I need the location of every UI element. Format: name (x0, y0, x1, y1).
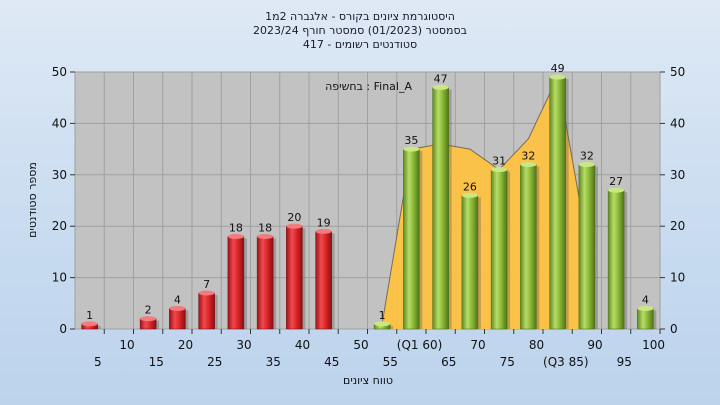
x-tick-label: 55 (383, 355, 398, 369)
data-label: 32 (580, 150, 594, 163)
y-axis-right: 0 10 20 30 40 50 (660, 65, 685, 336)
data-label: 4 (642, 293, 649, 306)
x-tick-label: 75 (500, 355, 515, 369)
x-tick-label: 90 (587, 338, 602, 352)
y-tick-label-left: 30 (52, 168, 67, 182)
bar-90 (578, 164, 596, 330)
x-tick-label: 100 (642, 338, 665, 352)
x-tick-label: 50 (353, 338, 368, 352)
data-label: 49 (551, 62, 565, 75)
title-line-3: סטודנטים רשומים - 417 (303, 38, 417, 51)
x-tick-label: 95 (617, 355, 632, 369)
x-axis-title: טווח ציונים (343, 374, 393, 387)
bar-cap (403, 146, 420, 152)
data-label: 32 (521, 150, 535, 163)
bar-(Q3 85) (549, 76, 566, 330)
bars (81, 74, 657, 330)
bar-(Q1 60) (403, 148, 420, 330)
y-tick-label-right: 30 (670, 168, 685, 182)
x-tick-label: 65 (441, 355, 456, 369)
bar-20 (169, 308, 186, 330)
bar-cap (491, 167, 508, 173)
data-label: 35 (404, 134, 418, 147)
x-tick-label: (Q3 85) (543, 355, 589, 369)
x-tick-label: 45 (324, 355, 339, 369)
x-tick-label: 40 (295, 338, 310, 352)
data-label: 1 (379, 309, 386, 322)
data-label: 4 (174, 293, 181, 306)
bar-80 (520, 164, 537, 330)
bar-100 (637, 308, 654, 330)
bar-45 (315, 231, 332, 330)
x-tick-label: (Q1 60) (397, 338, 443, 352)
x-tick-label: 80 (529, 338, 544, 352)
bar-65 (432, 87, 449, 330)
y-tick-label-right: 20 (670, 219, 685, 233)
y-tick-label-right: 10 (670, 271, 685, 285)
y-tick-label-right: 50 (670, 65, 685, 79)
x-axis: 5 10 15 20 25 30 35 40 45 50 55 (Q1 60) 65 70 75 80 (Q3 … (94, 329, 665, 369)
y-axis-left: 0 10 20 30 40 50 (52, 65, 75, 336)
bar-cap (637, 305, 654, 311)
y-tick-label-left: 50 (52, 65, 67, 79)
bar-40 (286, 225, 303, 330)
legend-text: בחשיפה : Final_A (325, 80, 412, 93)
bar-30 (227, 236, 245, 330)
data-label: 26 (463, 180, 477, 193)
x-tick-label: 70 (470, 338, 485, 352)
data-label: 7 (203, 278, 210, 291)
data-label: 19 (317, 216, 331, 229)
bar-35 (256, 236, 274, 330)
chart-title: היסטוגרמת ציונים בקורס - אלגברה 2מ1 בסמס… (253, 10, 467, 51)
y-tick-label-left: 20 (52, 219, 67, 233)
x-tick-label: 10 (119, 338, 134, 352)
data-label: 18 (258, 221, 272, 234)
bar-cap (169, 305, 186, 311)
bar-cap (432, 84, 449, 90)
title-line-1: היסטוגרמת ציונים בקורס - אלגברה 2מ1 (265, 10, 455, 23)
bar-cap (461, 192, 478, 198)
data-label: 31 (492, 155, 506, 168)
bar-cap (374, 321, 391, 327)
data-label: 47 (434, 72, 448, 85)
data-label: 18 (229, 221, 243, 234)
y-tick-label-right: 40 (670, 116, 685, 130)
x-tick-label: 30 (236, 338, 251, 352)
bar-cap (198, 290, 215, 296)
bar-25 (198, 292, 215, 330)
bar-cap (608, 187, 625, 193)
bar-cap (286, 223, 303, 229)
x-tick-label: 35 (266, 355, 281, 369)
bar-cap (257, 233, 274, 239)
data-label: 20 (287, 211, 301, 224)
bar-cap (520, 162, 537, 168)
y-tick-label-left: 0 (59, 322, 67, 336)
title-line-2: בסמסטר (01/2023) סמסטר חורף 2023/24 (253, 24, 467, 37)
bar-70 (461, 195, 479, 330)
y-tick-label-left: 10 (52, 271, 67, 285)
bar-75 (490, 169, 508, 330)
x-tick-label: 15 (149, 355, 164, 369)
y-tick-label-right: 0 (670, 322, 678, 336)
bar-cap (549, 74, 566, 80)
data-label: 27 (609, 175, 623, 188)
bar-cap (315, 228, 332, 234)
y-axis-title: מספר סטודנטים (26, 162, 39, 238)
x-tick-label: 25 (207, 355, 222, 369)
bar-cap (81, 321, 98, 327)
data-label: 2 (145, 304, 152, 317)
bar-cap (227, 233, 244, 239)
data-label: 1 (86, 309, 93, 322)
x-tick-label: 20 (178, 338, 193, 352)
x-tick-label: 5 (94, 355, 102, 369)
bar-95 (607, 189, 625, 330)
y-tick-label-left: 40 (52, 116, 67, 130)
bar-cap (578, 162, 595, 168)
bar-cap (140, 316, 157, 322)
